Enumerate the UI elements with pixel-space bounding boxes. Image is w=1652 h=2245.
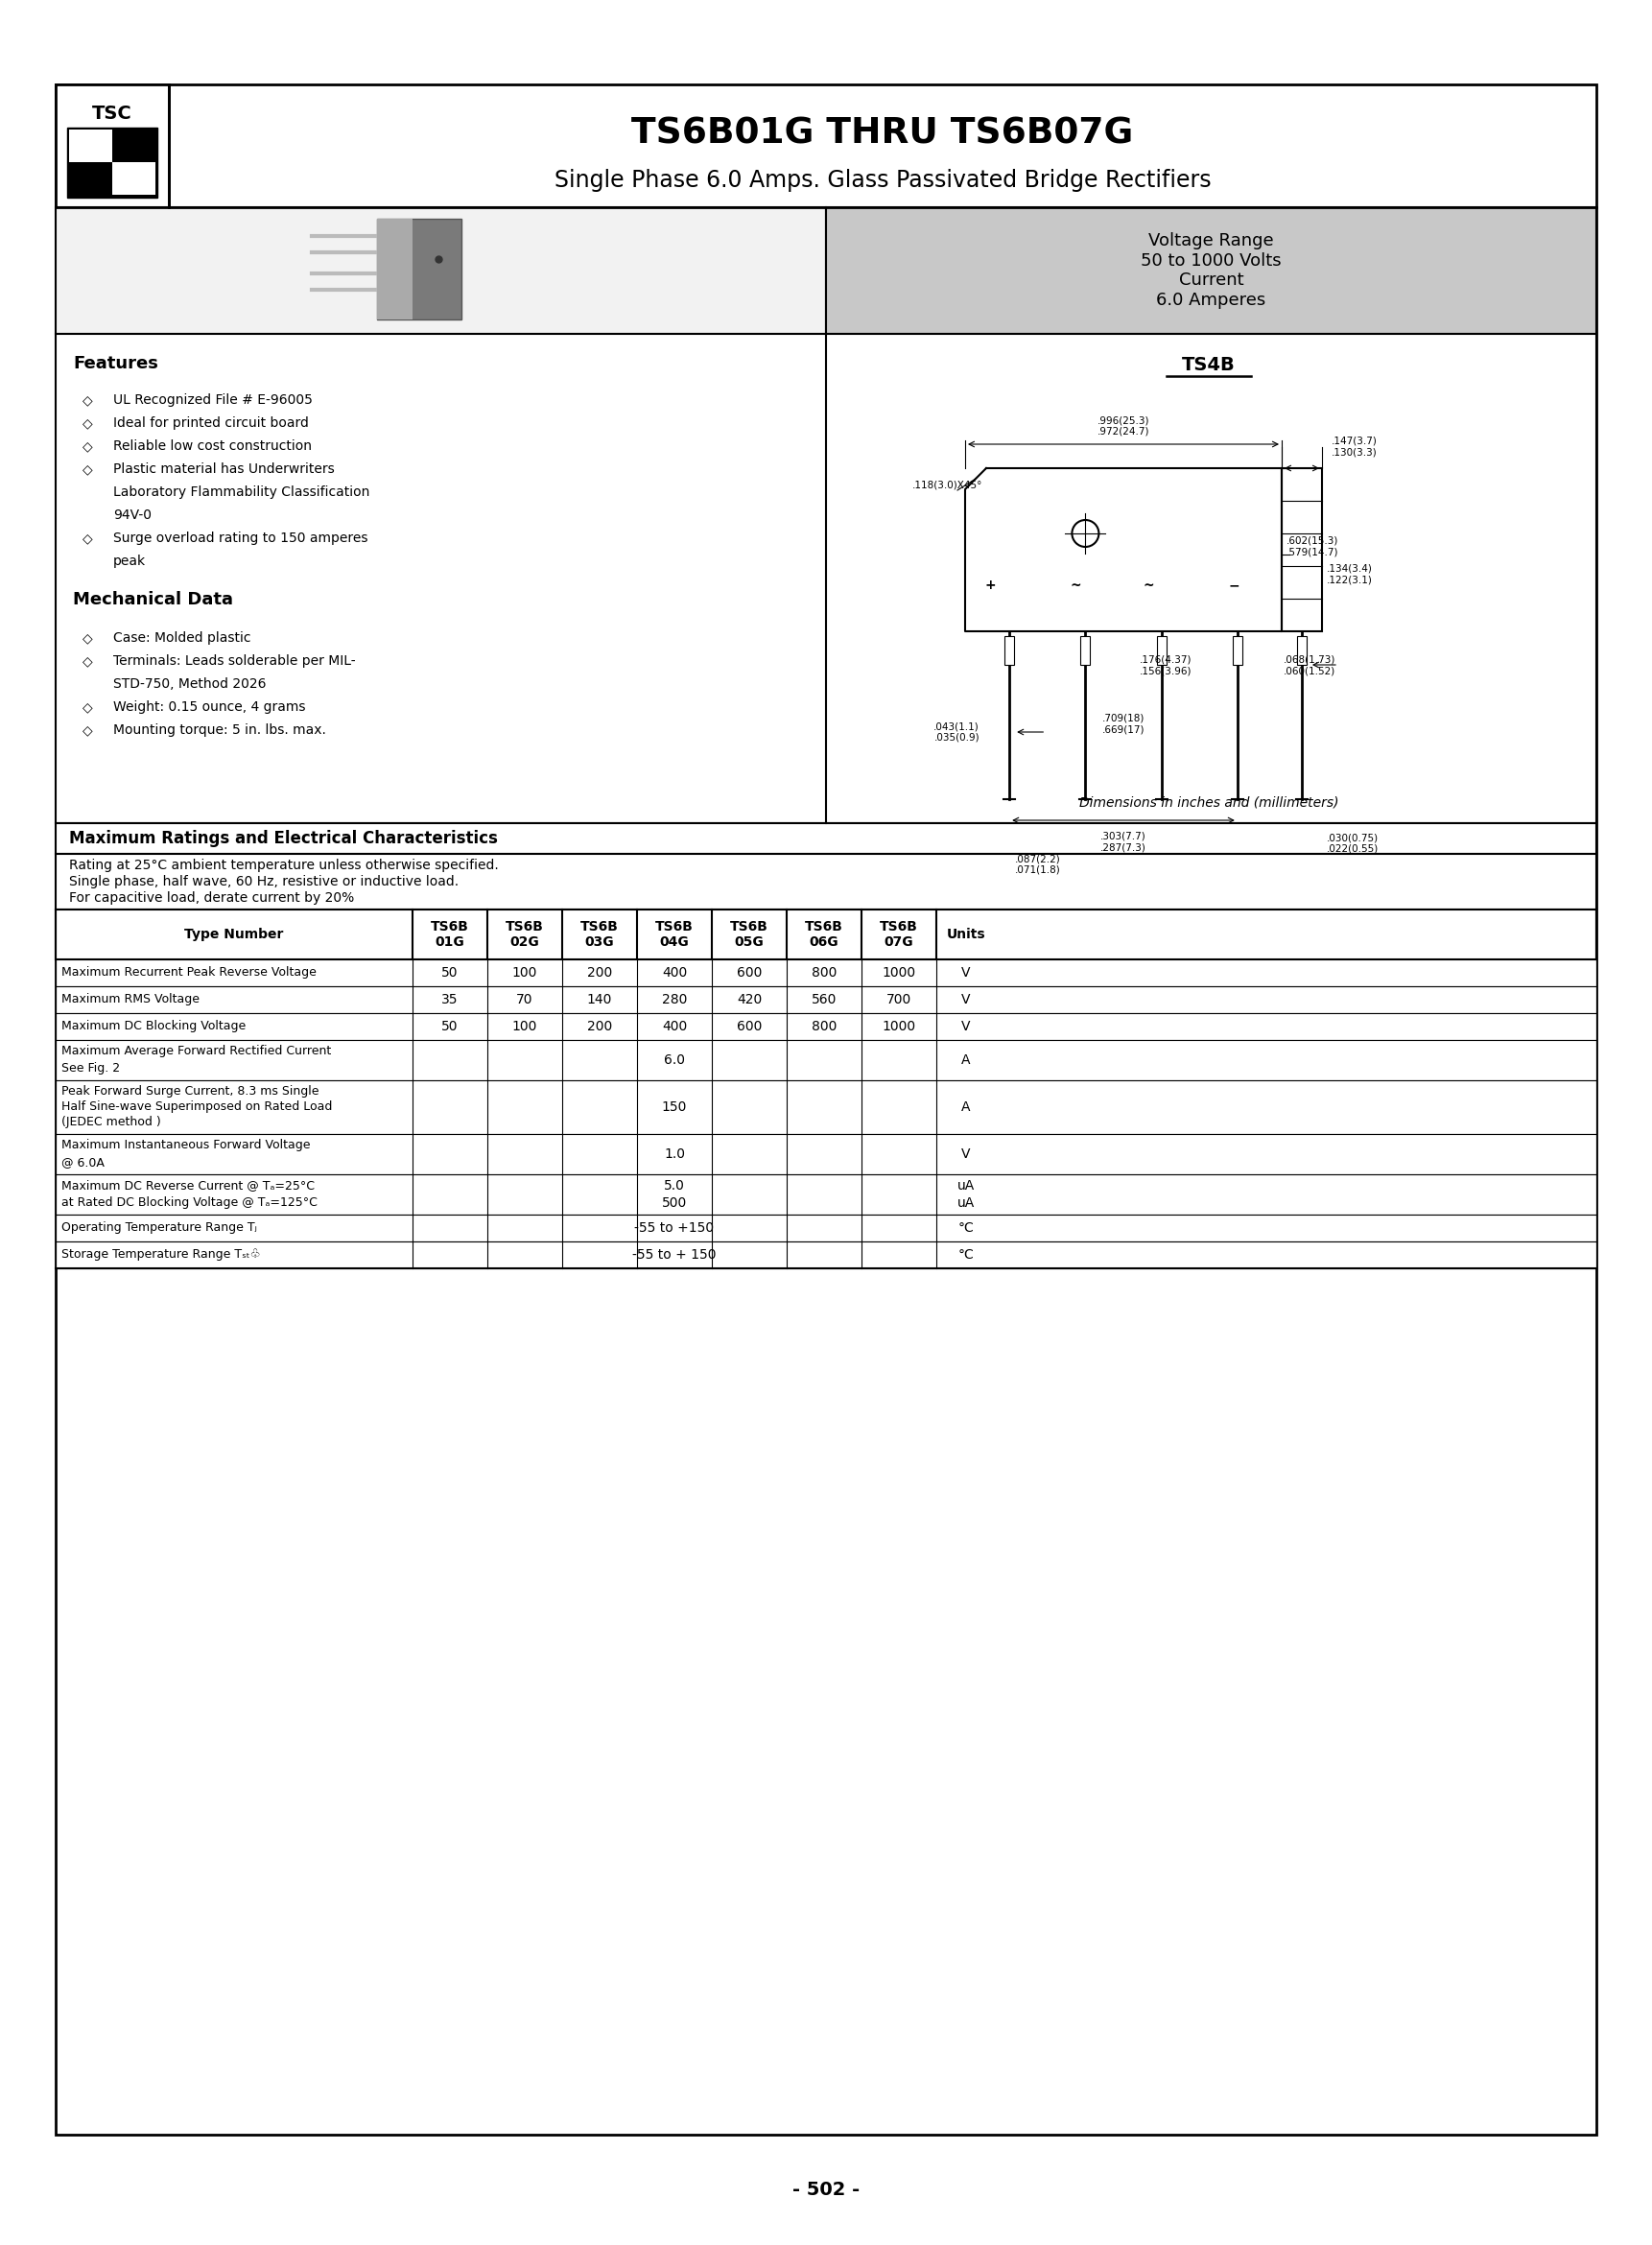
Text: Maximum RMS Voltage: Maximum RMS Voltage	[61, 995, 200, 1006]
Text: 200: 200	[586, 1019, 613, 1033]
Text: 600: 600	[737, 965, 762, 979]
Text: ◇: ◇	[83, 653, 93, 667]
Text: TS6B
05G: TS6B 05G	[730, 920, 768, 950]
Text: uA: uA	[957, 1197, 975, 1210]
Text: Half Sine-wave Superimposed on Rated Load: Half Sine-wave Superimposed on Rated Loa…	[61, 1100, 332, 1114]
Text: b: b	[400, 272, 408, 283]
Text: 70: 70	[517, 992, 534, 1006]
Text: 400: 400	[662, 1019, 687, 1033]
Bar	[68, 128, 157, 198]
Text: ◇: ◇	[83, 723, 93, 736]
Text: 1.0: 1.0	[664, 1147, 686, 1161]
Text: -55 to +150: -55 to +150	[634, 1221, 714, 1235]
Bar	[56, 909, 1596, 959]
Text: A: A	[961, 1100, 971, 1114]
Text: ◇: ◇	[83, 440, 93, 453]
Text: peak: peak	[114, 555, 145, 568]
Text: .176(4.37)
.156(3.96): .176(4.37) .156(3.96)	[1140, 656, 1191, 676]
Bar	[112, 162, 155, 195]
Text: 1000: 1000	[882, 1019, 915, 1033]
Bar	[1156, 635, 1166, 665]
Text: TS6B
06G: TS6B 06G	[805, 920, 843, 950]
Text: Rating at 25°C ambient temperature unless otherwise specified.: Rating at 25°C ambient temperature unles…	[69, 858, 499, 871]
Text: Plastic material has Underwriters: Plastic material has Underwriters	[114, 462, 335, 476]
Text: Single Phase 6.0 Amps. Glass Passivated Bridge Rectifiers: Single Phase 6.0 Amps. Glass Passivated …	[553, 168, 1211, 191]
Text: TS4B: TS4B	[1183, 355, 1236, 373]
Text: Storage Temperature Range Tₛₜ♧: Storage Temperature Range Tₛₜ♧	[61, 1248, 261, 1262]
Text: .030(0.75)
.022(0.55): .030(0.75) .022(0.55)	[1327, 833, 1379, 853]
Text: 800: 800	[811, 1019, 836, 1033]
Text: See Fig. 2: See Fig. 2	[61, 1062, 121, 1075]
Bar	[56, 1134, 1596, 1174]
Text: 200: 200	[586, 965, 613, 979]
Text: ◇: ◇	[83, 462, 93, 476]
Text: 700: 700	[887, 992, 912, 1006]
Text: ~: ~	[1070, 579, 1082, 593]
Text: 1000: 1000	[882, 965, 915, 979]
Text: Surge overload rating to 150 amperes: Surge overload rating to 150 amperes	[114, 532, 368, 546]
Text: Maximum Recurrent Peak Reverse Voltage: Maximum Recurrent Peak Reverse Voltage	[61, 968, 317, 979]
Bar	[69, 130, 112, 162]
Text: .134(3.4)
.122(3.1): .134(3.4) .122(3.1)	[1327, 563, 1373, 584]
Text: Mounting torque: 5 in. lbs. max.: Mounting torque: 5 in. lbs. max.	[114, 723, 325, 736]
Text: °C: °C	[958, 1221, 975, 1235]
Text: Features: Features	[73, 355, 159, 373]
Text: (JEDEC method ): (JEDEC method )	[61, 1116, 160, 1129]
Bar	[1080, 635, 1090, 665]
Text: A: A	[961, 1053, 971, 1066]
Text: Reliable low cost construction: Reliable low cost construction	[114, 440, 312, 453]
Text: Dimensions in inches and (millimeters): Dimensions in inches and (millimeters)	[1079, 795, 1338, 808]
Text: TS6B
01G: TS6B 01G	[431, 920, 469, 950]
Bar	[56, 1080, 1596, 1134]
Bar	[56, 1241, 1596, 1268]
Text: Maximum Instantaneous Forward Voltage: Maximum Instantaneous Forward Voltage	[61, 1138, 311, 1152]
Text: @ 6.0A: @ 6.0A	[61, 1156, 104, 1170]
Text: ◇: ◇	[83, 393, 93, 406]
Text: STD-750, Method 2026: STD-750, Method 2026	[114, 678, 266, 691]
Bar	[56, 986, 1596, 1012]
Bar	[826, 207, 1596, 335]
Bar	[56, 1174, 1596, 1215]
Bar	[56, 1012, 1596, 1039]
Bar	[56, 85, 169, 207]
Text: Case: Molded plastic: Case: Molded plastic	[114, 631, 251, 644]
Text: Ideal for printed circuit board: Ideal for printed circuit board	[114, 415, 309, 429]
Text: 50: 50	[441, 965, 458, 979]
Text: TS6B
03G: TS6B 03G	[580, 920, 620, 950]
Bar	[1282, 469, 1322, 631]
Text: 50: 50	[441, 1019, 458, 1033]
Text: V: V	[961, 1147, 971, 1161]
Text: .118(3.0)X45°: .118(3.0)X45°	[912, 480, 983, 489]
Text: .996(25.3)
.972(24.7): .996(25.3) .972(24.7)	[1097, 415, 1150, 436]
Text: TS6B
07G: TS6B 07G	[881, 920, 919, 950]
Text: ◇: ◇	[83, 532, 93, 546]
Text: 5.0: 5.0	[664, 1179, 686, 1192]
Text: TSC: TSC	[93, 103, 132, 121]
Text: 100: 100	[512, 965, 537, 979]
Text: UL Recognized File # E-96005: UL Recognized File # E-96005	[114, 393, 312, 406]
Text: 6.0: 6.0	[664, 1053, 686, 1066]
Text: Voltage Range
50 to 1000 Volts
Current
6.0 Amperes: Voltage Range 50 to 1000 Volts Current 6…	[1142, 231, 1282, 310]
Text: Peak Forward Surge Current, 8.3 ms Single: Peak Forward Surge Current, 8.3 ms Singl…	[61, 1087, 319, 1098]
Text: .303(7.7)
.287(7.3): .303(7.7) .287(7.3)	[1100, 833, 1146, 853]
Text: .087(2.2)
.071(1.8): .087(2.2) .071(1.8)	[1014, 853, 1061, 876]
Text: - 502 -: - 502 -	[793, 2180, 859, 2198]
Text: 800: 800	[811, 965, 836, 979]
Text: 94V-0: 94V-0	[114, 507, 152, 521]
Text: Maximum DC Blocking Voltage: Maximum DC Blocking Voltage	[61, 1019, 246, 1033]
Text: 420: 420	[737, 992, 762, 1006]
Bar	[377, 218, 461, 319]
Text: Laboratory Flammability Classification: Laboratory Flammability Classification	[114, 485, 370, 498]
Text: Operating Temperature Range Tⱼ: Operating Temperature Range Tⱼ	[61, 1221, 258, 1235]
Text: 35: 35	[441, 992, 458, 1006]
Text: 280: 280	[662, 992, 687, 1006]
Text: ~: ~	[1143, 579, 1155, 593]
Text: Mechanical Data: Mechanical Data	[73, 590, 233, 608]
Bar	[56, 1215, 1596, 1241]
Text: .147(3.7)
.130(3.3): .147(3.7) .130(3.3)	[1332, 436, 1378, 456]
Text: 600: 600	[737, 1019, 762, 1033]
Text: Maximum Average Forward Rectified Current: Maximum Average Forward Rectified Curren…	[61, 1046, 330, 1057]
Text: TS6B
02G: TS6B 02G	[506, 920, 544, 950]
Text: Maximum DC Reverse Current @ Tₐ=25°C: Maximum DC Reverse Current @ Tₐ=25°C	[61, 1179, 314, 1192]
Text: +: +	[985, 579, 996, 593]
